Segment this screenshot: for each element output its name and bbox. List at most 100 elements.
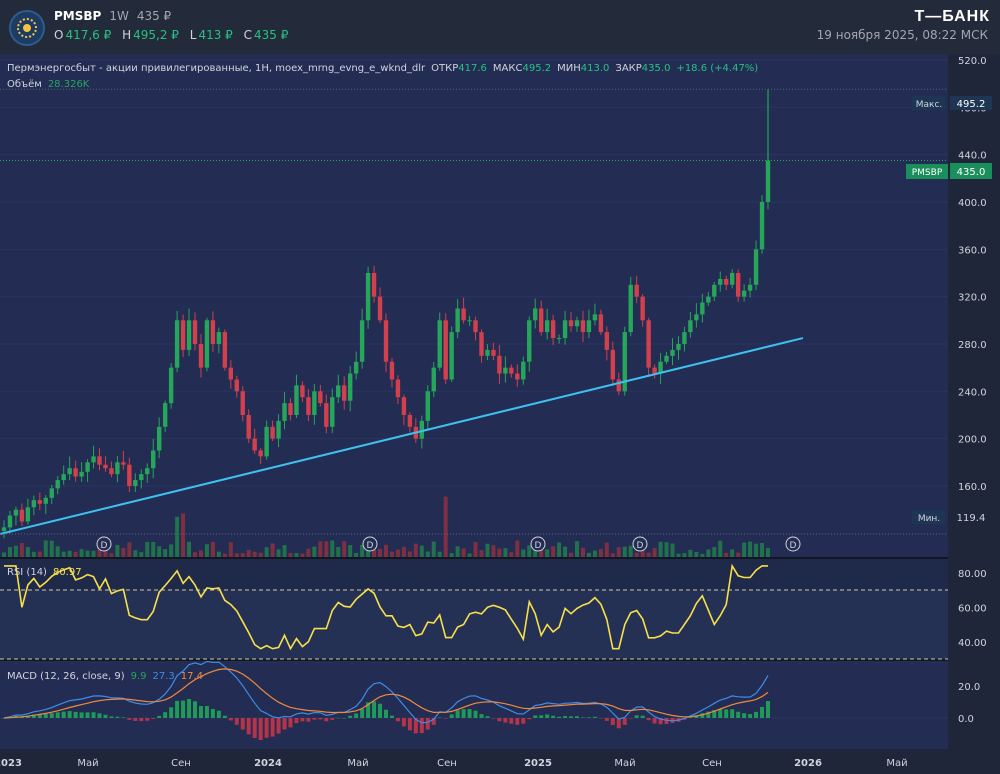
- candle-body: [371, 272, 377, 297]
- macd-histogram-bar: [97, 713, 102, 718]
- ohlc-row: O 417,6 ₽ H 495,2 ₽ L 413 ₽ C 435 ₽: [54, 28, 288, 42]
- macd-histogram-bar: [300, 718, 305, 722]
- candle-body: [724, 278, 729, 285]
- volume-bar: [610, 553, 615, 557]
- macd-histogram-bar: [109, 716, 114, 718]
- dividend-marker-icon: [96, 536, 112, 552]
- volume-bar: [676, 553, 681, 557]
- macd-histogram-bar: [181, 700, 186, 718]
- volume-bar: [563, 546, 568, 557]
- macd-histogram-bar: [210, 708, 215, 718]
- rsi-legend: RSI (14) 80.97: [7, 567, 82, 578]
- macd-histogram-bar: [473, 710, 478, 718]
- time-axis-tick: 2025: [524, 758, 552, 769]
- volume-bar: [694, 551, 699, 557]
- macd-histogram-bar: [580, 717, 585, 718]
- candle-body: [646, 320, 651, 368]
- interval-label[interactable]: 1W: [109, 9, 129, 23]
- macd-histogram-bar: [491, 718, 496, 719]
- candle-body: [359, 320, 365, 362]
- volume-bar: [145, 541, 150, 557]
- candle-body: [7, 515, 13, 528]
- volume-bar: [103, 550, 108, 557]
- volume-bar: [252, 551, 257, 557]
- volume-bar: [294, 553, 299, 557]
- macd-histogram-bar: [706, 711, 711, 718]
- price-pane[interactable]: [0, 54, 948, 557]
- macd-histogram-bar: [443, 718, 448, 719]
- volume-bar: [360, 544, 365, 557]
- symbol-name[interactable]: PMSBP: [54, 9, 102, 23]
- macd-histogram-bar: [437, 717, 442, 718]
- macd-histogram-bar: [766, 701, 770, 718]
- candle-body: [67, 468, 72, 475]
- candle-body: [31, 500, 37, 508]
- ohlc-open-value: 417,6 ₽: [65, 28, 112, 42]
- macd-histogram-bar: [401, 718, 406, 727]
- candle-body: [682, 332, 687, 344]
- volume-bar: [91, 550, 96, 557]
- macd-histogram-bar: [169, 707, 174, 718]
- price-axis-pane[interactable]: [948, 54, 1000, 774]
- candle-body: [97, 456, 102, 465]
- volume-bar: [378, 548, 383, 557]
- time-axis-pane[interactable]: [0, 749, 1000, 774]
- candle-body: [747, 284, 753, 291]
- candle-body: [216, 332, 222, 344]
- ohlc-high-value: 495,2 ₽: [133, 28, 179, 42]
- chart-canvas[interactable]: Пермэнергосбыт - акции привилегированные…: [0, 54, 1000, 774]
- macd-histogram-bar: [312, 718, 317, 720]
- symbol-badge-label: PMSBP: [912, 168, 943, 178]
- max-value: 495.2: [957, 99, 986, 110]
- macd-histogram-bar: [348, 715, 353, 718]
- price-axis-tick: 440.0: [958, 151, 987, 162]
- time-axis-tick: Май: [347, 758, 368, 769]
- volume-bar: [634, 552, 639, 557]
- macd-histogram-value: 9.9: [131, 671, 147, 682]
- candle-body: [234, 379, 239, 392]
- volume-bar: [742, 542, 747, 557]
- legend-close-value: 435.0: [642, 63, 671, 74]
- rsi-line: [4, 563, 768, 651]
- candle-body: [151, 450, 156, 469]
- pane-divider: [0, 557, 948, 559]
- volume-bar: [724, 552, 729, 557]
- macd-axis-tick: 0.0: [958, 714, 974, 725]
- last-value-badge: [950, 163, 992, 179]
- legend-low-value: 413.0: [581, 63, 610, 74]
- macd-histogram-bar: [712, 710, 717, 718]
- macd-pane[interactable]: [0, 661, 948, 749]
- macd-histogram-bar: [216, 710, 221, 718]
- macd-histogram-bar: [592, 716, 597, 718]
- macd-histogram-bar: [407, 718, 412, 731]
- volume-bar: [575, 541, 579, 557]
- max-label: Макс.: [916, 100, 943, 110]
- macd-histogram-bar: [288, 718, 293, 728]
- volume-bar: [181, 513, 186, 557]
- candle-body: [658, 361, 663, 374]
- volume-bar: [49, 540, 54, 557]
- volume-bar: [157, 546, 162, 557]
- candle-body: [377, 296, 383, 321]
- candle-body: [353, 361, 359, 374]
- macd-histogram-bar: [378, 703, 383, 718]
- min-label: Мин.: [918, 514, 940, 524]
- macd-histogram-bar: [240, 718, 245, 730]
- macd-histogram-bar: [163, 712, 168, 718]
- min-label-badge: [912, 510, 945, 524]
- candle-body: [156, 426, 162, 451]
- volume-bar: [37, 551, 42, 557]
- macd-histogram-bar: [204, 705, 209, 718]
- legend-low-key: МИН: [557, 63, 581, 74]
- max-value-badge: [950, 96, 992, 110]
- candle-body: [461, 308, 466, 321]
- volume-bar: [664, 542, 669, 557]
- volume-bar: [198, 550, 203, 557]
- ohlc-close-key: C: [243, 28, 253, 42]
- candle-body: [407, 414, 413, 427]
- macd-histogram-bar: [634, 715, 639, 718]
- macd-histogram-bar: [640, 715, 645, 718]
- ohlc-high-key: H: [122, 28, 132, 42]
- candle-body: [700, 302, 705, 315]
- candle-body: [604, 332, 610, 350]
